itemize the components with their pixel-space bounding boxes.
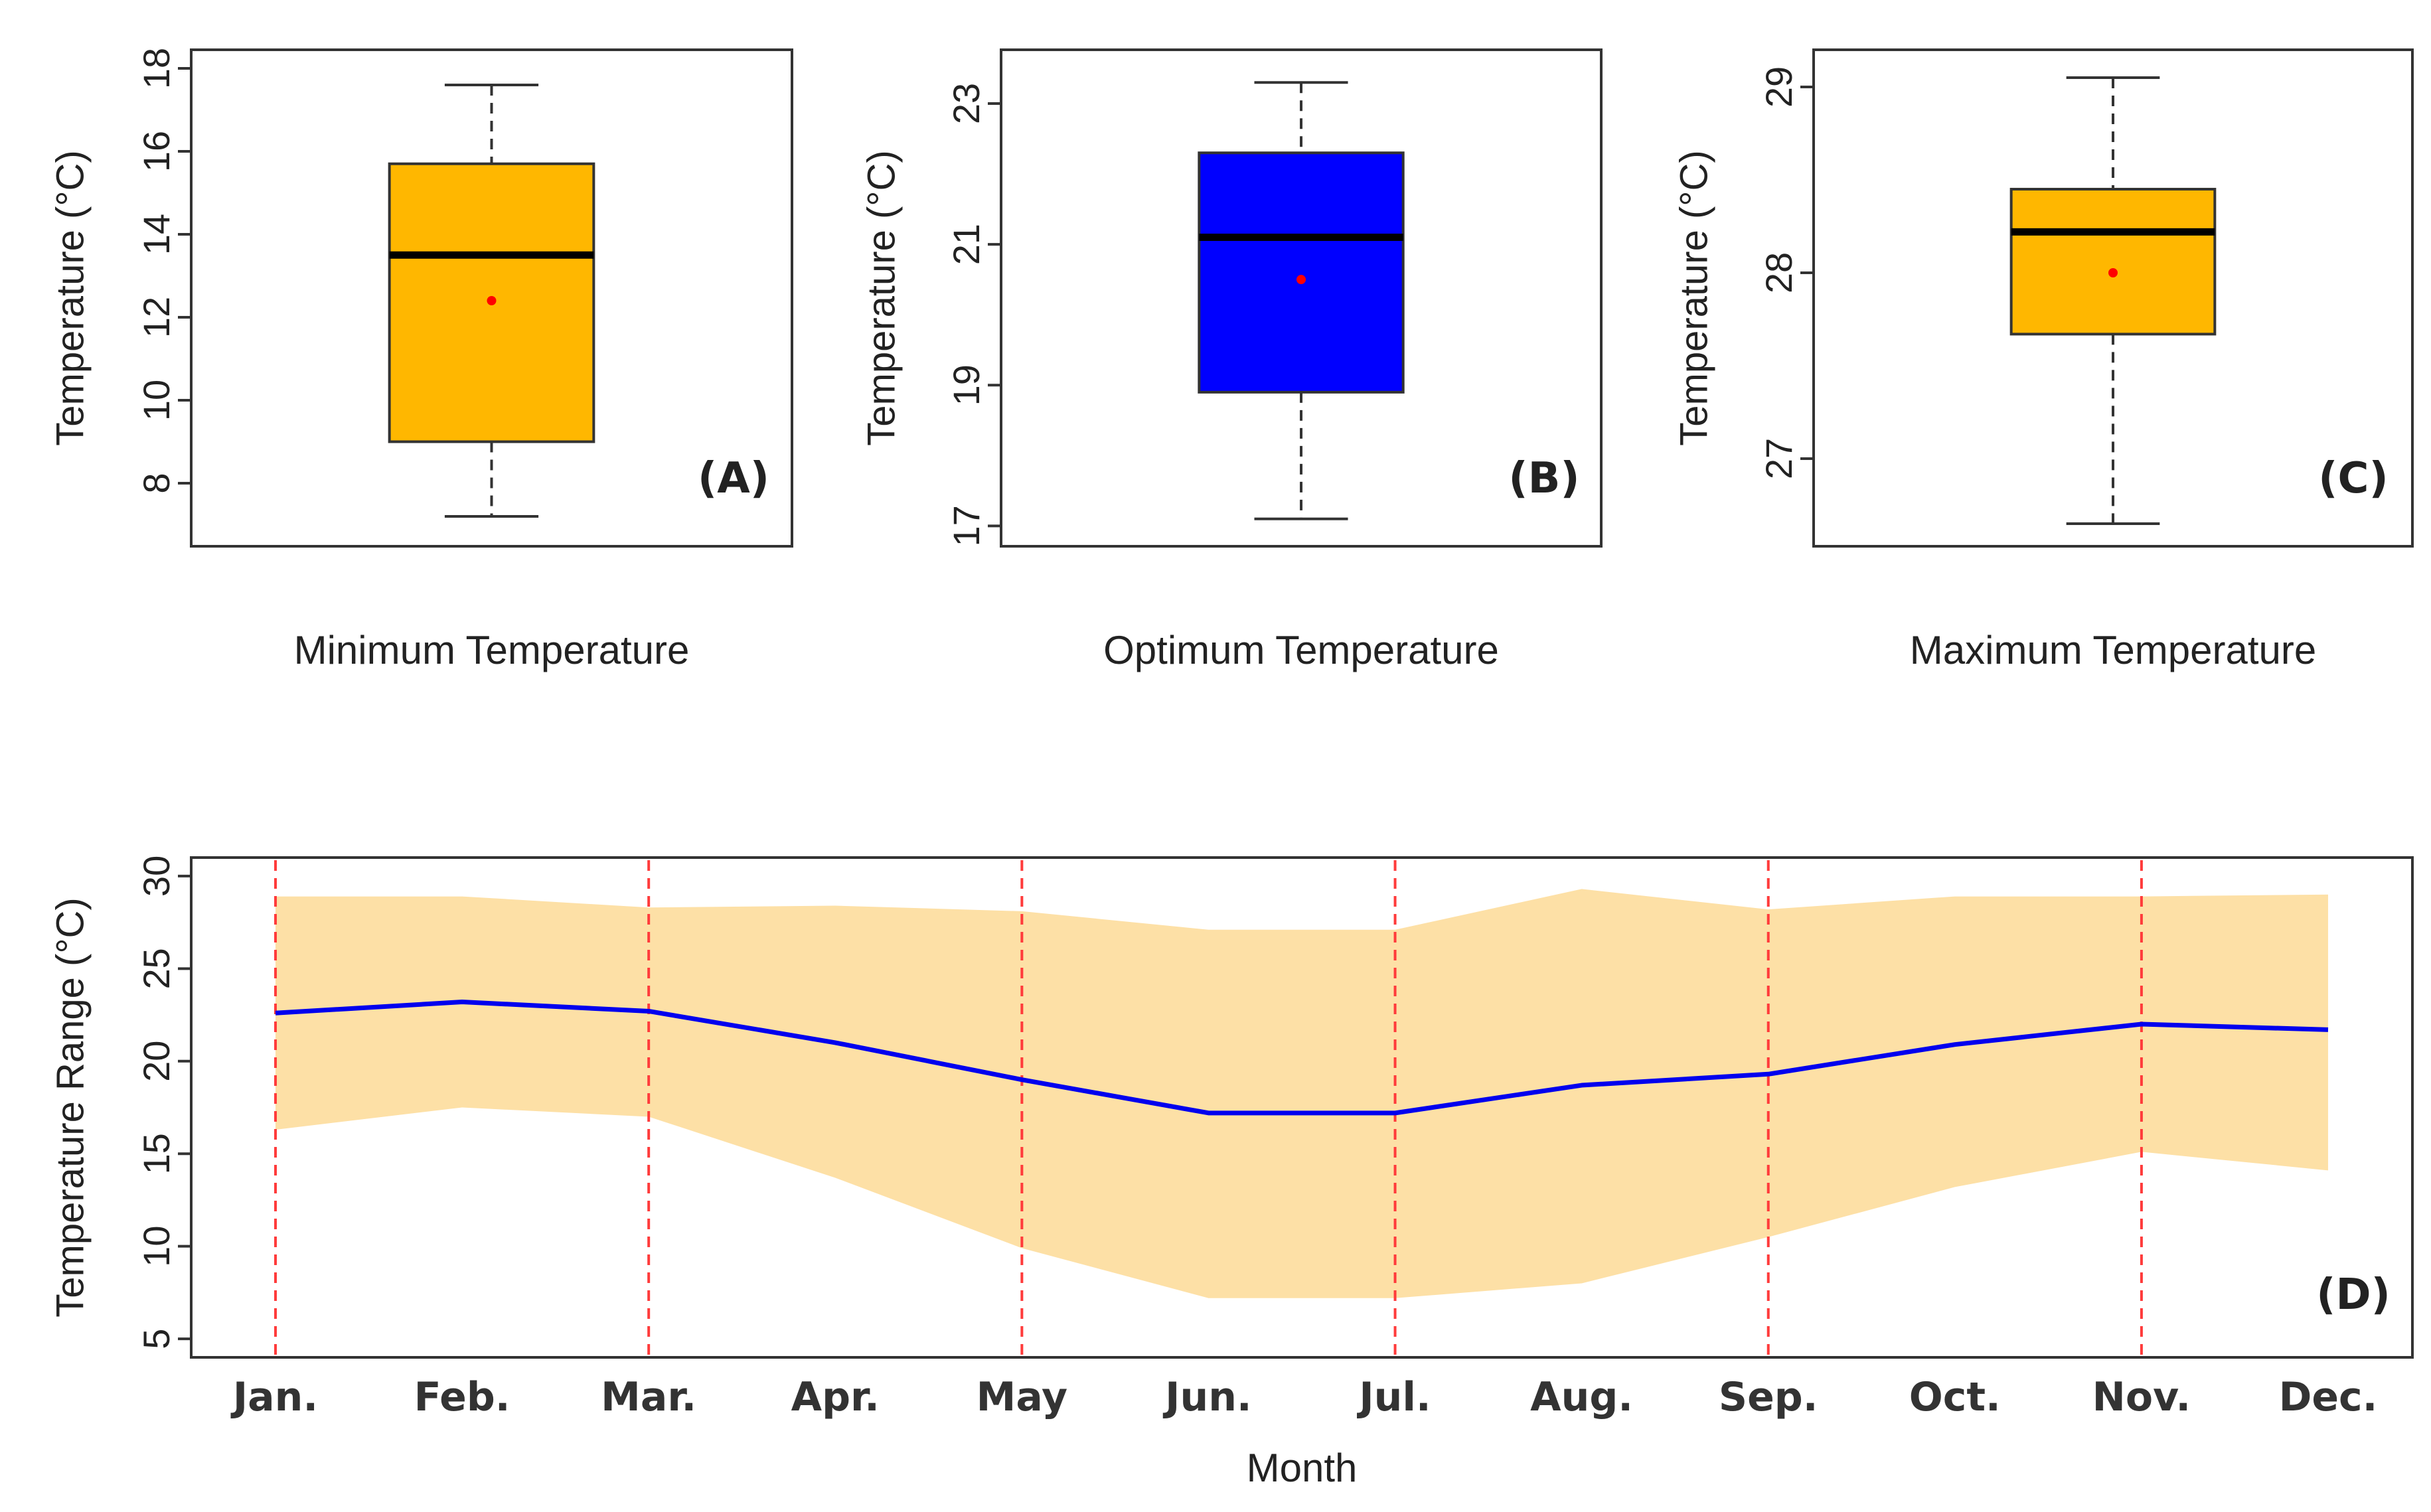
y-tick-label: 27 xyxy=(1758,438,1800,479)
plot-frame xyxy=(1000,48,1603,548)
panel-c-maximum-temperature: 27 28 29 Temperature (°C) Maximum Temperatur… xyxy=(1672,48,2414,672)
iqr-box xyxy=(1198,151,1405,394)
panel-b-optimum-temperature: 17 19 21 23 Temperature (°C) Optimum Temperat… xyxy=(860,48,1603,672)
y-axis-label: Temperature (°C) xyxy=(1672,150,1715,445)
x-tick-label: Mar. xyxy=(601,1374,696,1420)
plot-frame xyxy=(190,48,793,548)
y-axis-label: Temperature Range (°C) xyxy=(48,897,92,1317)
y-tick-label: 16 xyxy=(135,131,177,172)
mean-point xyxy=(2108,268,2118,277)
panel-tag: (B) xyxy=(1508,454,1579,503)
temperature-range-band xyxy=(275,889,2328,1298)
y-tick-label: 21 xyxy=(945,224,987,265)
x-tick-label: Dec. xyxy=(2279,1374,2378,1420)
y-axis-label: Temperature (°C) xyxy=(860,150,903,445)
y-tick-label: 10 xyxy=(135,380,177,421)
y-tick-label: 18 xyxy=(135,48,177,89)
x-tick-label: Jul. xyxy=(1356,1374,1431,1420)
panel-a-minimum-temperature: 8 10 12 14 16 18 Temperature (°C) Minimum Tempe… xyxy=(48,48,793,672)
x-axis-label: Optimum Temperature xyxy=(1103,628,1499,672)
y-tick-label: 17 xyxy=(945,505,987,546)
x-tick-label: Oct. xyxy=(1909,1374,2001,1420)
y-tick-label: 5 xyxy=(135,1329,177,1349)
x-tick-label: Jun. xyxy=(1162,1374,1252,1420)
y-tick-label: 12 xyxy=(135,297,177,338)
x-tick-label: Aug. xyxy=(1530,1374,1633,1420)
panel-tag: (D) xyxy=(2316,1270,2391,1320)
x-axis-label: Maximum Temperature xyxy=(1910,628,2316,672)
mean-point xyxy=(487,296,497,305)
x-tick-label: Sep. xyxy=(1719,1374,1818,1420)
y-tick-label: 30 xyxy=(135,856,177,897)
plot-frame xyxy=(1812,48,2414,548)
y-tick-label: 23 xyxy=(945,83,987,124)
x-tick-label: Feb. xyxy=(414,1374,510,1420)
mean-point xyxy=(1296,275,1306,285)
y-tick-label: 20 xyxy=(135,1041,177,1082)
x-tick-label: Apr. xyxy=(791,1374,880,1420)
iqr-box xyxy=(2009,188,2217,336)
x-axis-label: Month xyxy=(1247,1446,1358,1490)
x-axis-label: Minimum Temperature xyxy=(294,628,690,672)
x-tick-label: May xyxy=(977,1374,1067,1420)
y-tick-label: 8 xyxy=(135,473,177,493)
panel-tag: (C) xyxy=(2318,454,2388,503)
y-tick-label: 28 xyxy=(1758,252,1800,293)
y-tick-label: 25 xyxy=(135,948,177,989)
plot-frame xyxy=(190,856,2414,1359)
optimum-temperature-line xyxy=(275,1000,2329,1116)
y-tick-label: 29 xyxy=(1758,66,1800,108)
panel-d-monthly-temperature-range: 5 10 15 20 25 30 Jan. Feb. Mar. Apr. May Jun. Jul. Au… xyxy=(48,856,2414,1490)
y-axis-label: Temperature (°C) xyxy=(48,150,92,445)
x-tick-label: Nov. xyxy=(2092,1374,2191,1420)
y-tick-label: 14 xyxy=(135,214,177,255)
x-tick-label: Jan. xyxy=(230,1374,318,1420)
y-tick-label: 19 xyxy=(945,364,987,406)
panel-tag: (A) xyxy=(698,454,769,503)
y-tick-label: 15 xyxy=(135,1133,177,1174)
y-tick-label: 10 xyxy=(135,1226,177,1267)
